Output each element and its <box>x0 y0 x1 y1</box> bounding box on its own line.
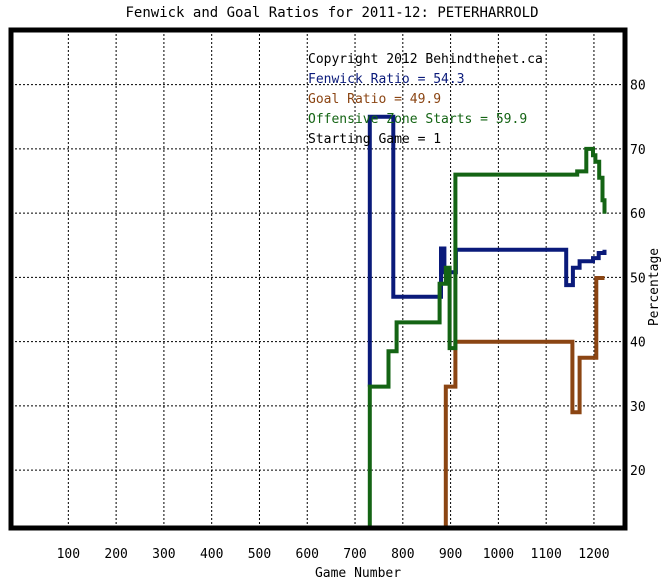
x-tick-labels: 100 200 300 400 500 600 700 800 900 1000 1100 1200 <box>57 547 610 562</box>
x-tick-label: 300 <box>152 547 175 562</box>
legend: Copyright 2012 Behindthenet.ca Fenwick R… <box>308 52 543 147</box>
y-tick-label: 20 <box>630 464 646 479</box>
x-tick-label: 900 <box>439 547 462 562</box>
x-tick-label: 1000 <box>483 547 514 562</box>
series-line-ozone <box>367 146 607 528</box>
series-group <box>367 114 607 528</box>
y-tick-label: 70 <box>630 143 646 158</box>
series-line-goal <box>443 276 605 528</box>
y-tick-label: 60 <box>630 207 646 222</box>
x-tick-label: 800 <box>391 547 414 562</box>
y-tick-label: 80 <box>630 79 646 94</box>
x-tick-label: 100 <box>57 547 80 562</box>
legend-fenwick: Fenwick Ratio = 54.3 <box>308 72 465 87</box>
chart-title: Fenwick and Goal Ratios for 2011-12: PET… <box>125 5 538 21</box>
series-line-fenwick <box>367 114 607 387</box>
y-tick-label: 40 <box>630 336 646 351</box>
x-tick-label: 400 <box>200 547 223 562</box>
y-tick-label: 30 <box>630 400 646 415</box>
y-tick-labels: 20 30 40 50 60 70 80 <box>630 79 646 480</box>
y-axis-label: Percentage <box>647 248 662 326</box>
plot-frame <box>8 27 628 531</box>
x-tick-label: 200 <box>104 547 127 562</box>
y-tick-label: 50 <box>630 271 646 286</box>
legend-starting: Starting Game = 1 <box>308 132 441 147</box>
legend-copyright: Copyright 2012 Behindthenet.ca <box>308 52 543 67</box>
x-tick-label: 600 <box>296 547 319 562</box>
x-tick-label: 700 <box>343 547 366 562</box>
grid <box>11 30 625 528</box>
x-tick-label: 1200 <box>578 547 609 562</box>
legend-ozone: Offensive Zone Starts = 59.9 <box>308 112 527 127</box>
legend-goal: Goal Ratio = 49.9 <box>308 92 441 107</box>
x-tick-label: 500 <box>248 547 271 562</box>
x-tick-label: 1100 <box>531 547 562 562</box>
x-axis-label: Game Number <box>315 566 401 580</box>
